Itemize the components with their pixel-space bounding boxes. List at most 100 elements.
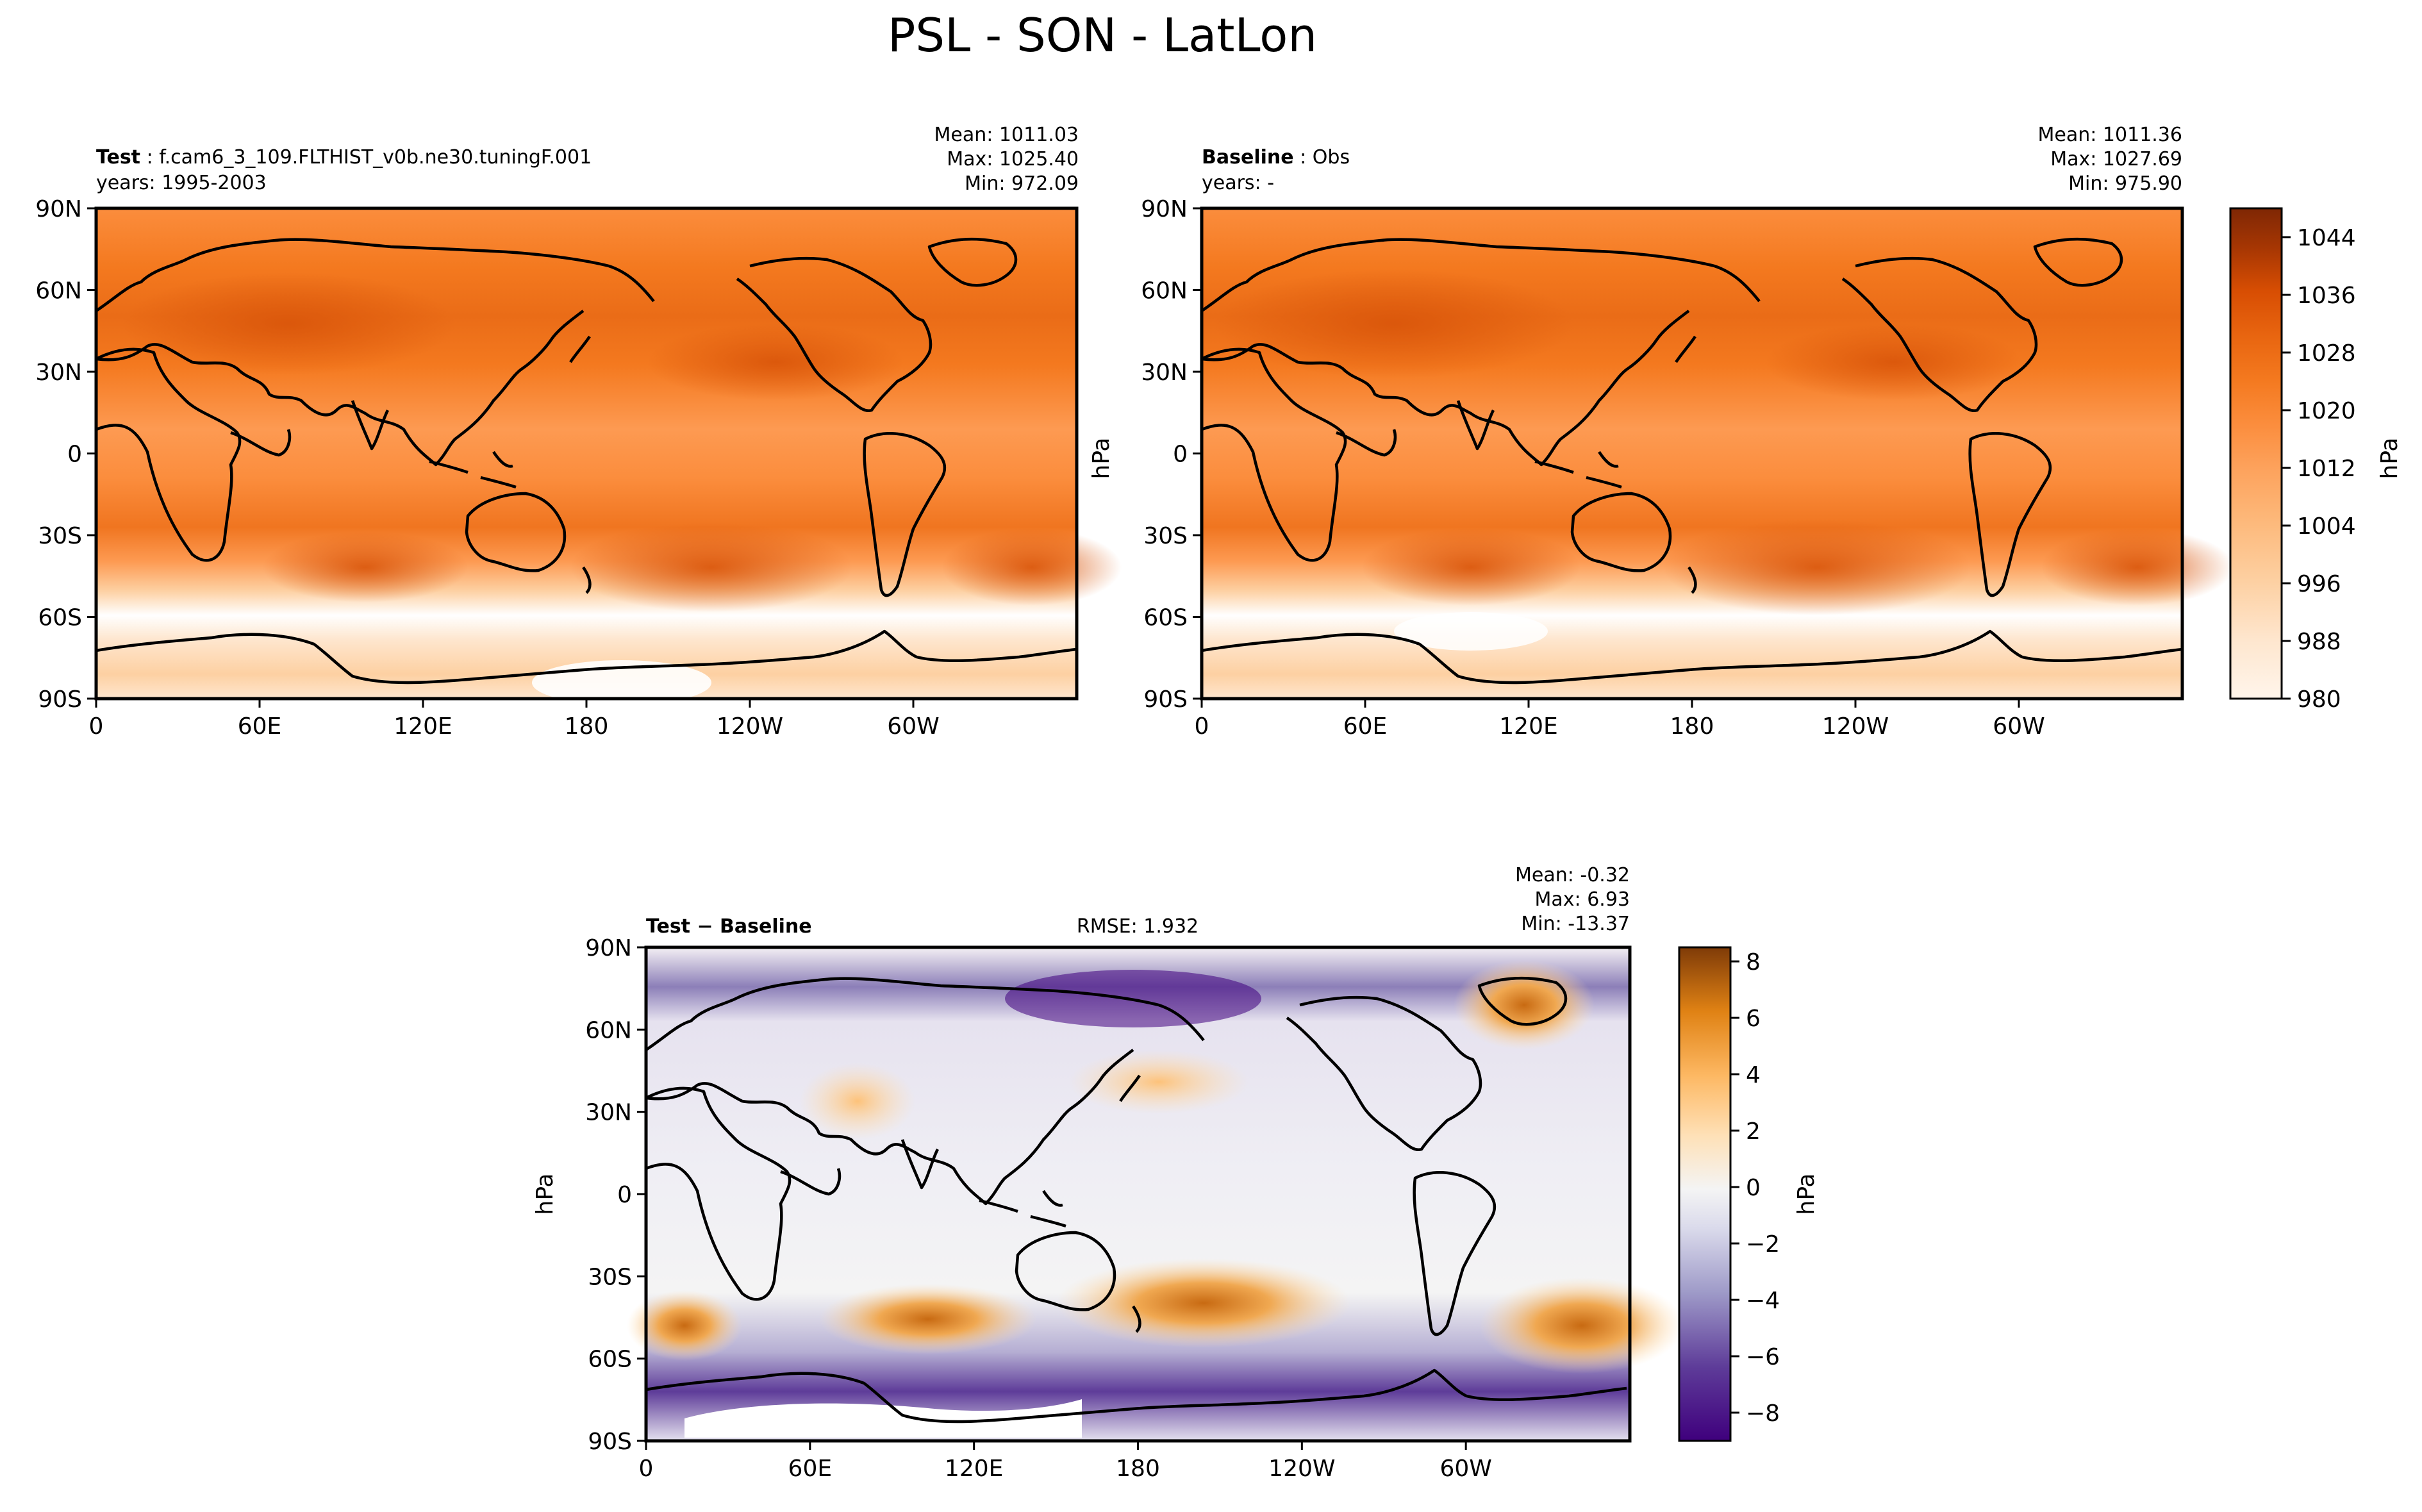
diff-pos-west-indian — [627, 1290, 742, 1361]
diff-x-tick-label: 120W — [1268, 1456, 1335, 1482]
top-colorbar-tick-label: 980 — [2297, 686, 2341, 713]
bottom-colorbar-ramp — [1678, 946, 1732, 1442]
baseline-x-tick-label: 60W — [1993, 713, 2045, 740]
bottom-colorbar-tick-label: −6 — [1746, 1344, 1780, 1370]
test-x-tick-label: 0 — [89, 713, 104, 740]
bottom-colorbar-ticks: 8 6 4 2 0 −2 −4 −6 −8 — [1730, 949, 1780, 1427]
top-colorbar-tick-label: 1020 — [2297, 398, 2356, 424]
test-high-south-atlantic — [942, 529, 1122, 606]
test-y-tick-label: 30N — [35, 360, 82, 386]
baseline-high-south-atlantic — [2041, 529, 2234, 606]
test-y-tick-label: 90S — [38, 686, 82, 713]
page-title: PSL - SON - LatLon — [888, 8, 1317, 62]
top-colorbar-tick-label: 1044 — [2297, 225, 2356, 251]
test-label-bold: Test — [96, 146, 140, 169]
baseline-label-sep: : — [1294, 146, 1313, 169]
bottom-colorbar-tick-label: 2 — [1746, 1118, 1761, 1145]
top-colorbar-tick-label: 1036 — [2297, 283, 2356, 309]
baseline-x-tick-label: 120W — [1822, 713, 1889, 740]
baseline-units-label: hPa — [1088, 438, 1115, 479]
top-colorbar: 1044 1036 1028 1020 1012 1004 996 988 980 hPa — [2229, 207, 2403, 713]
test-stat-min: Min: 972.09 — [965, 172, 1079, 195]
svg-text:Baseline : Obs: Baseline : Obs — [1202, 146, 1350, 169]
diff-x-tick-label: 0 — [639, 1456, 654, 1482]
diff-x-tick-label: 180 — [1116, 1456, 1160, 1482]
baseline-x-tick-label: 120E — [1499, 713, 1557, 740]
baseline-high-siberia — [1215, 269, 1573, 378]
diff-y-tick-label: 90S — [588, 1429, 632, 1455]
baseline-y-tick-label: 90N — [1141, 196, 1188, 222]
diff-y-tick-label: 60N — [585, 1017, 632, 1043]
diff-rmse: RMSE: 1.932 — [1077, 915, 1199, 938]
baseline-stat-min: Min: 975.90 — [2068, 172, 2182, 195]
baseline-high-south-pacific — [1663, 519, 1971, 615]
test-x-tick-label: 180 — [565, 713, 609, 740]
top-colorbar-label: hPa — [2376, 438, 2403, 479]
svg-text:Test : f.cam6_3_109.FLTHIST_v0: Test : f.cam6_3_109.FLTHIST_v0b.ne30.tun… — [96, 146, 592, 169]
baseline-label-text: Obs — [1313, 146, 1350, 169]
test-high-north-pacific — [647, 324, 904, 401]
bottom-colorbar-label: hPa — [1793, 1174, 1820, 1215]
baseline-map — [1200, 206, 2234, 701]
baseline-y-axis: 90N 60N 30N 0 30S 60S 90S — [1141, 196, 1202, 713]
diff-antarctic-mask — [684, 1399, 1082, 1438]
test-x-axis: 0 60E 120E 180 120W 60W — [89, 699, 940, 740]
test-high-south-pacific — [570, 522, 852, 612]
test-y-tick-label: 0 — [67, 442, 82, 468]
bottom-colorbar-tick-label: −2 — [1746, 1231, 1780, 1258]
test-stat-max: Max: 1025.40 — [947, 148, 1079, 170]
baseline-panel: Baseline : Obs years: - Mean: 1011.36 Ma… — [1088, 124, 2234, 740]
diff-x-axis: 0 60E 120E 180 120W 60W — [639, 1441, 1492, 1482]
diff-y-tick-label: 30S — [588, 1264, 632, 1290]
test-y-tick-label: 90N — [35, 196, 82, 222]
test-x-tick-label: 60E — [238, 713, 282, 740]
diff-y-tick-label: 90N — [585, 935, 632, 961]
bottom-colorbar: 8 6 4 2 0 −2 −4 −6 −8 hPa — [1678, 946, 1820, 1442]
test-y-tick-label: 30S — [38, 523, 82, 549]
bottom-colorbar-tick-label: −4 — [1746, 1288, 1780, 1314]
baseline-antarctic-low — [1394, 612, 1548, 651]
baseline-high-indian — [1362, 529, 1580, 606]
diff-y-axis: 90N 60N 30N 0 30S 60S 90S — [585, 935, 646, 1455]
test-x-tick-label: 120W — [717, 713, 783, 740]
baseline-years: years: - — [1202, 172, 1274, 194]
baseline-x-tick-label: 0 — [1195, 713, 1209, 740]
diff-y-tick-label: 60S — [588, 1347, 632, 1373]
diff-pos-south-pacific — [1056, 1258, 1351, 1348]
baseline-y-tick-label: 90S — [1143, 686, 1188, 713]
test-years: years: 1995-2003 — [96, 172, 267, 194]
baseline-y-tick-label: 60N — [1141, 278, 1188, 304]
bottom-colorbar-tick-label: 4 — [1746, 1062, 1761, 1088]
baseline-y-tick-label: 0 — [1173, 442, 1188, 468]
diff-x-tick-label: 60E — [788, 1456, 833, 1482]
diff-pos-south-atlantic — [1479, 1277, 1684, 1374]
baseline-stat-max: Max: 1027.69 — [2050, 148, 2182, 170]
baseline-y-tick-label: 30N — [1141, 360, 1188, 386]
baseline-stat-mean: Mean: 1011.36 — [2038, 124, 2182, 146]
top-colorbar-tick-label: 996 — [2297, 571, 2341, 597]
baseline-x-tick-label: 60E — [1343, 713, 1388, 740]
test-high-indian — [263, 532, 468, 602]
test-x-tick-label: 120E — [394, 713, 452, 740]
diff-pos-greenland — [1454, 960, 1595, 1050]
top-colorbar-tick-label: 1004 — [2297, 513, 2356, 540]
baseline-high-north-pacific — [1766, 324, 2022, 401]
bottom-colorbar-tick-label: −8 — [1746, 1400, 1780, 1427]
diff-units-label: hPa — [532, 1174, 558, 1215]
diff-pos-tibet — [800, 1063, 915, 1140]
test-label-text: f.cam6_3_109.FLTHIST_v0b.ne30.tuningF.00… — [159, 146, 592, 169]
diff-pos-north-pacific — [1069, 1050, 1248, 1114]
diff-x-tick-label: 60W — [1439, 1456, 1491, 1482]
diff-label: Test − Baseline — [646, 915, 812, 938]
baseline-y-tick-label: 60S — [1143, 605, 1188, 631]
difference-panel: Test − Baseline RMSE: 1.932 Mean: -0.32 … — [532, 864, 1684, 1482]
top-colorbar-ticks: 1044 1036 1028 1020 1012 1004 996 988 980 — [2282, 225, 2356, 713]
top-colorbar-tick-label: 1028 — [2297, 340, 2356, 367]
diff-stat-mean: Mean: -0.32 — [1515, 864, 1630, 886]
diff-map — [627, 945, 1684, 1443]
top-colorbar-ramp — [2229, 207, 2283, 700]
bottom-colorbar-tick-label: 6 — [1746, 1006, 1761, 1032]
baseline-y-tick-label: 30S — [1143, 523, 1188, 549]
baseline-label-bold: Baseline — [1202, 146, 1294, 169]
test-high-siberia — [122, 272, 455, 375]
